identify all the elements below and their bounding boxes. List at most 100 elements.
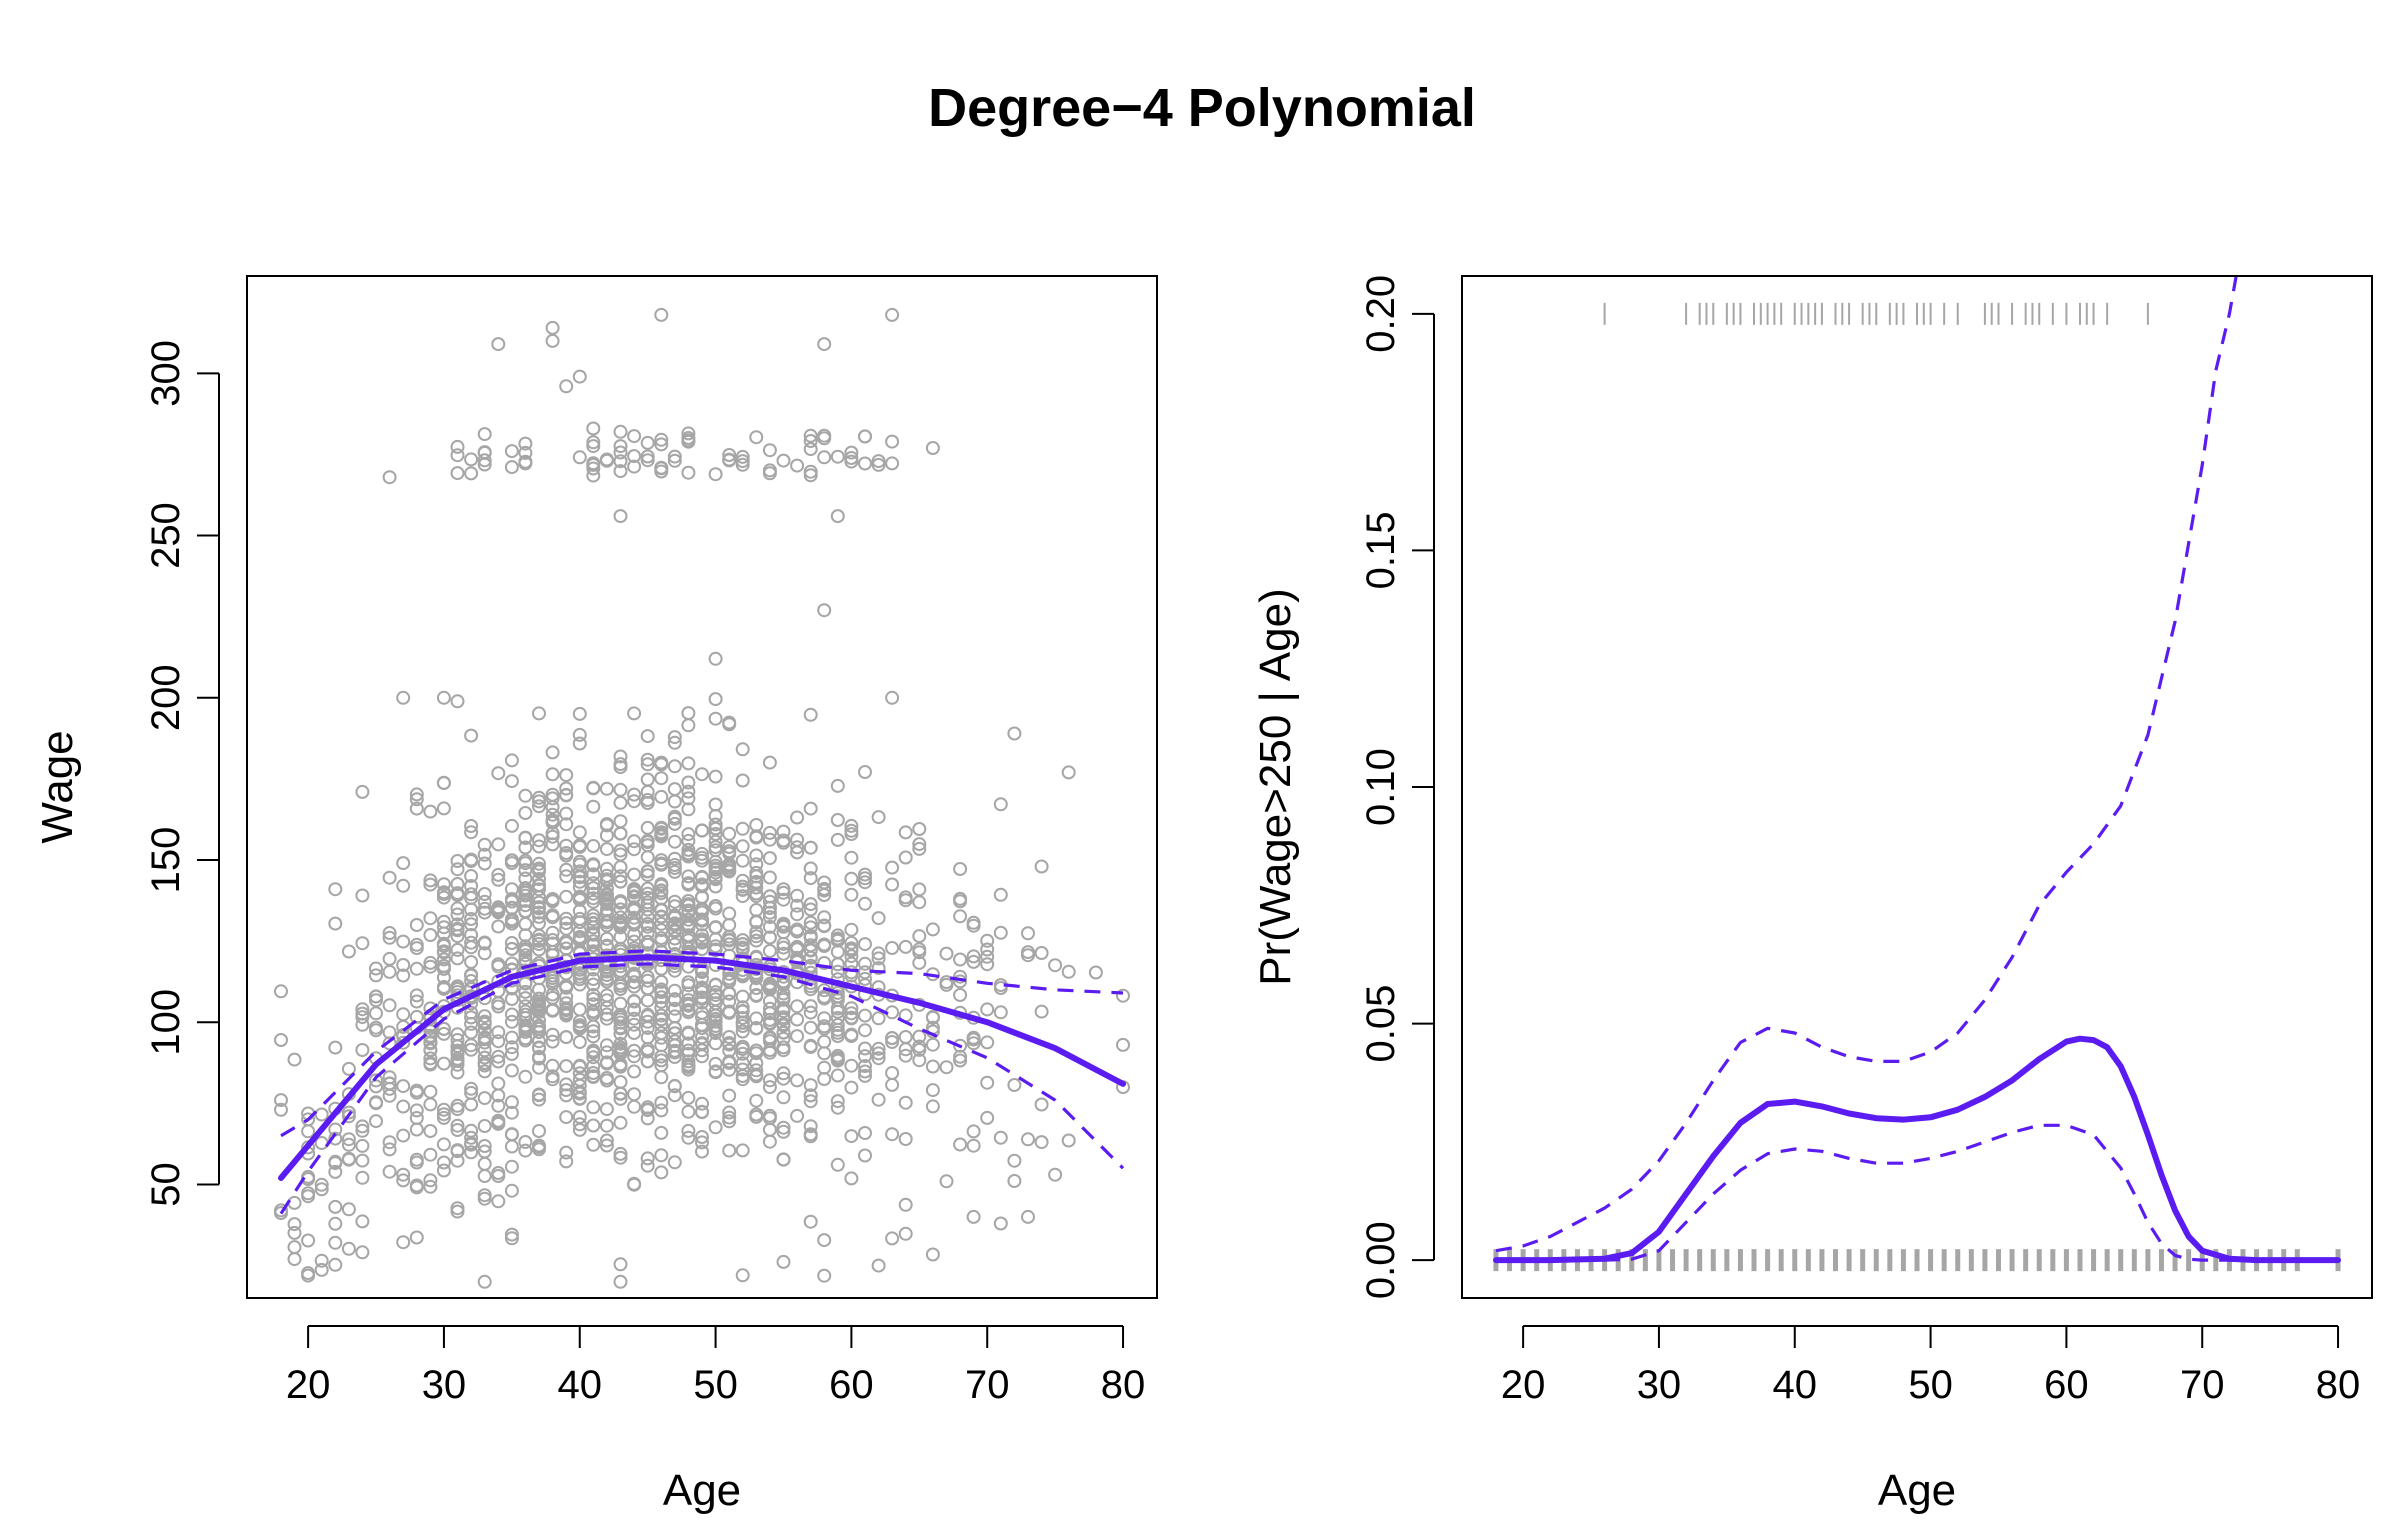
scatter-point [464, 1042, 479, 1057]
scatter-point [477, 1169, 492, 1183]
scatter-point [953, 988, 968, 1002]
scatter-point [627, 1049, 642, 1064]
scatter-point [803, 1078, 818, 1093]
scatter-point [708, 943, 723, 958]
scatter-point [790, 845, 805, 860]
scatter-point [980, 1002, 995, 1017]
scatter-point [491, 1054, 506, 1069]
scatter-point [667, 759, 682, 774]
scatter-point [532, 937, 546, 951]
scatter-point [708, 858, 723, 873]
scatter-point [762, 443, 777, 458]
scatter-point [559, 848, 574, 863]
scatter-point [518, 840, 533, 855]
scatter-point [640, 752, 655, 767]
scatter-point [572, 931, 587, 946]
scatter-point [1007, 1153, 1022, 1168]
scatter-point [667, 916, 682, 931]
scatter-point [532, 901, 546, 916]
scatter-point [654, 432, 669, 447]
scatter-point [504, 1014, 519, 1029]
scatter-point [708, 1065, 723, 1080]
scatter-point [681, 869, 696, 884]
scatter-point [708, 1014, 723, 1029]
scatter-point [654, 1038, 669, 1053]
scatter-point [912, 1053, 927, 1068]
scatter-point [423, 955, 438, 970]
scatter-point [762, 1111, 777, 1126]
scatter-point [301, 1124, 316, 1139]
scatter-point [504, 1040, 519, 1055]
scatter-point [762, 851, 777, 866]
plot-frame [1461, 275, 2373, 1299]
scatter-point [436, 801, 451, 816]
scatter-point [599, 993, 614, 1008]
scatter-point [382, 1142, 397, 1157]
scatter-point [749, 1021, 764, 1036]
scatter-point [817, 918, 832, 933]
scatter-point [355, 1138, 370, 1153]
scatter-point [491, 1034, 506, 1049]
scatter-point [586, 857, 601, 872]
y-axis-label: Wage [33, 730, 82, 843]
scatter-point [464, 1081, 479, 1096]
scatter-point [477, 1014, 492, 1029]
scatter-point [464, 819, 479, 833]
scatter-point [695, 934, 709, 949]
scatter-point [382, 926, 397, 940]
scatter-point [613, 1044, 628, 1059]
scatter-point [491, 996, 506, 1011]
scatter-point [545, 910, 560, 925]
scatter-point [396, 1099, 411, 1114]
scatter-point [559, 934, 574, 949]
scatter-point [871, 1092, 886, 1107]
scatter-point [409, 1103, 424, 1118]
scatter-point [708, 1120, 723, 1135]
plot-frame [246, 275, 1158, 1299]
scatter-point [762, 870, 777, 885]
scatter-point [667, 1009, 682, 1024]
scatter-point [355, 1002, 370, 1017]
scatter-point [450, 1204, 465, 1219]
x-tick-label: 60 [2044, 1363, 2089, 1407]
scatter-point [599, 931, 614, 946]
x-tick-label: 50 [693, 1363, 738, 1407]
scatter-point [545, 807, 560, 822]
scatter-point [518, 853, 533, 868]
scatter-point [532, 706, 546, 721]
x-tick-label: 40 [1773, 1363, 1818, 1407]
scatter-point [640, 970, 655, 985]
scatter-point [667, 449, 682, 464]
scatter-point [939, 1060, 954, 1075]
scatter-point [586, 1059, 601, 1074]
scatter-point [586, 977, 601, 992]
scatter-point [586, 1043, 601, 1058]
scatter-point [722, 986, 737, 1001]
scatter-point [396, 690, 411, 705]
scatter-point [627, 1099, 642, 1114]
scatter-point [980, 949, 995, 964]
scatter-point [599, 1118, 614, 1133]
scatter-point [450, 923, 465, 938]
scatter-point [559, 1030, 574, 1045]
scatter-point [504, 1047, 519, 1061]
scatter-point [776, 940, 791, 955]
figure-title: Degree−4 Polynomial [928, 78, 1476, 138]
scatter-point [477, 453, 492, 468]
scatter-point [993, 1005, 1008, 1020]
scatter-point [464, 912, 479, 926]
scatter-point [572, 838, 587, 853]
scatter-point [885, 877, 900, 892]
scatter-point [572, 1035, 587, 1049]
scatter-point [613, 869, 628, 884]
scatter-point [287, 1217, 302, 1232]
scatter-point [695, 870, 709, 885]
scatter-point [640, 772, 655, 787]
lower-band-line [279, 962, 1125, 1215]
scatter-point [586, 876, 601, 891]
scatter-point [464, 1097, 479, 1112]
scatter-point [640, 820, 655, 835]
scatter-point [667, 864, 682, 879]
scatter-point [436, 1056, 451, 1071]
scatter-point [450, 1065, 465, 1080]
